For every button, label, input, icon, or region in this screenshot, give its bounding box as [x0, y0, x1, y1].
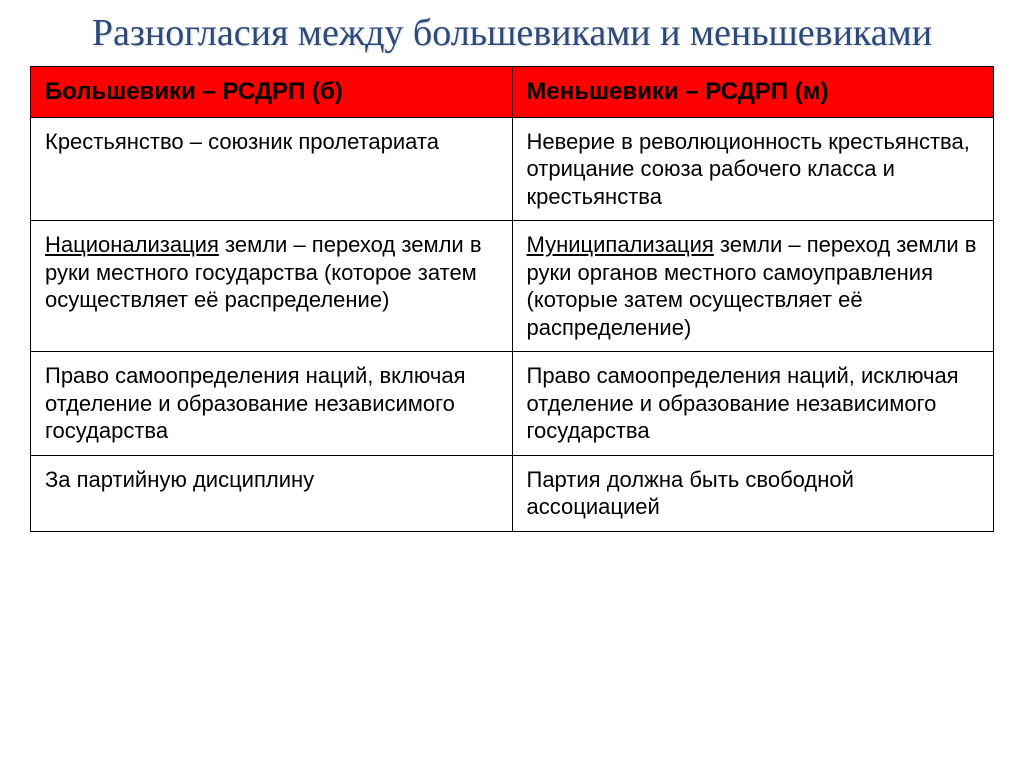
- table-row: Право самоопределения наций, включая отд…: [31, 352, 994, 456]
- header-bolsheviks: Большевики – РСДРП (б): [31, 66, 513, 117]
- table-row: За партийную дисциплину Партия должна бы…: [31, 455, 994, 531]
- table-header-row: Большевики – РСДРП (б) Меньшевики – РСДР…: [31, 66, 994, 117]
- comparison-table: Большевики – РСДРП (б) Меньшевики – РСДР…: [30, 66, 994, 532]
- cell-right: Муниципализация земли – переход земли в …: [512, 221, 994, 352]
- table-row: Национализация земли – переход земли в р…: [31, 221, 994, 352]
- underlined-term: Национализация: [45, 232, 219, 257]
- cell-left: Крестьянство – союзник пролетариата: [31, 117, 513, 221]
- underlined-term: Муниципализация: [527, 232, 714, 257]
- table-row: Крестьянство – союзник пролетариата Неве…: [31, 117, 994, 221]
- cell-left: Право самоопределения наций, включая отд…: [31, 352, 513, 456]
- cell-right: Право самоопределения наций, исключая от…: [512, 352, 994, 456]
- header-mensheviks: Меньшевики – РСДРП (м): [512, 66, 994, 117]
- cell-right: Партия должна быть свободной ассоциацией: [512, 455, 994, 531]
- slide-title: Разногласия между большевиками и меньшев…: [30, 12, 994, 56]
- cell-left: За партийную дисциплину: [31, 455, 513, 531]
- slide-container: Разногласия между большевиками и меньшев…: [0, 0, 1024, 768]
- cell-right: Неверие в революционность крестьянства, …: [512, 117, 994, 221]
- cell-left: Национализация земли – переход земли в р…: [31, 221, 513, 352]
